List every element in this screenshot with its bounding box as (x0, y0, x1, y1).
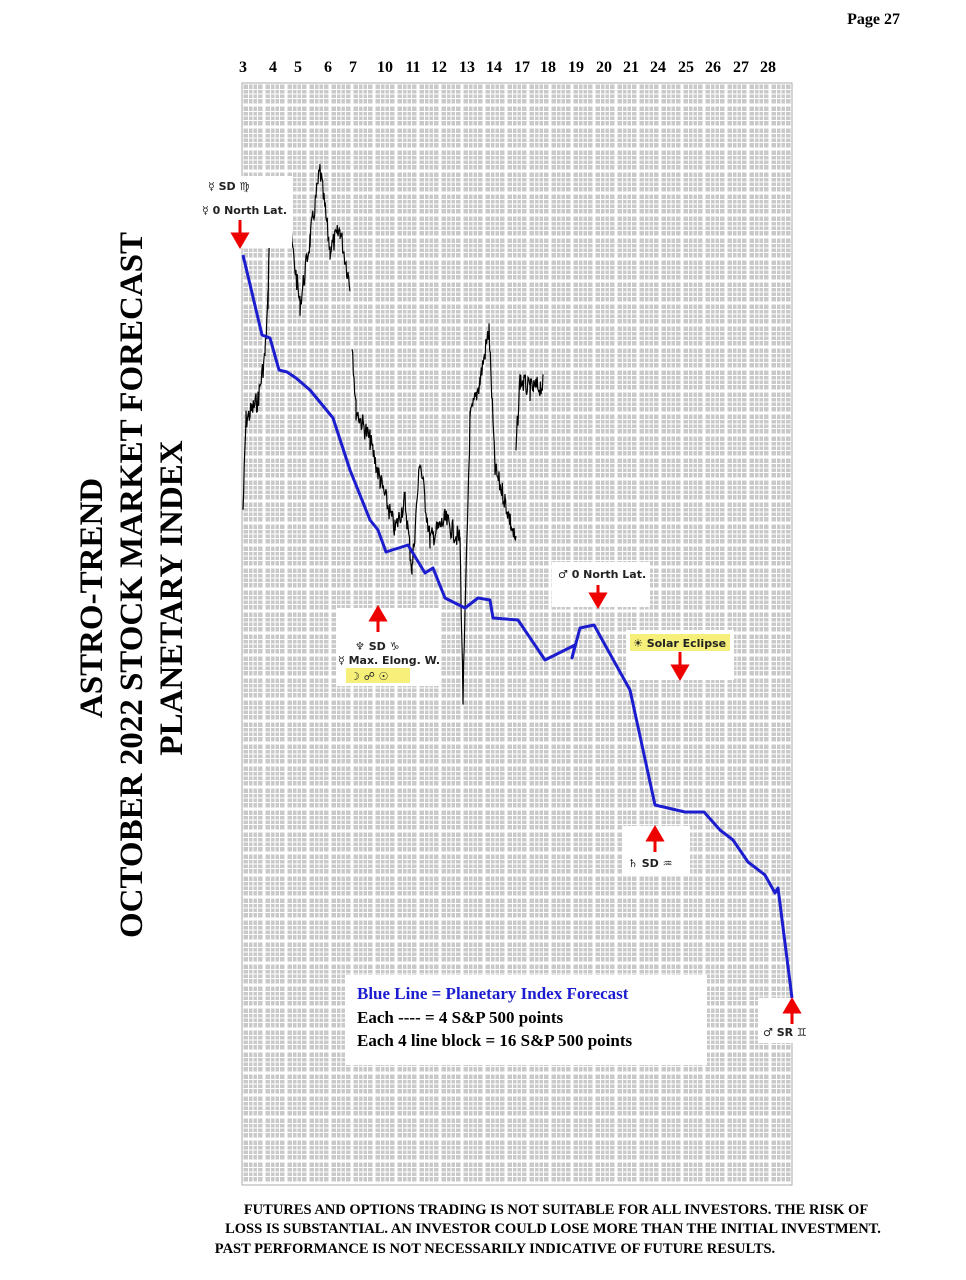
date-label: 13 (459, 59, 475, 76)
legend-text: Each ---- = 4 S&P 500 points (357, 1008, 564, 1027)
date-label: 11 (405, 59, 420, 76)
annotation: ☀ Solar Eclipse (633, 637, 726, 650)
disclaimer: FUTURES AND OPTIONS TRADING IS NOT SUITA… (215, 1202, 881, 1257)
date-label: 21 (623, 59, 639, 76)
date-label: 3 (239, 59, 247, 76)
date-label: 12 (431, 59, 447, 76)
date-label: 20 (596, 59, 612, 76)
legend-text: Each 4 line block = 16 S&P 500 points (357, 1031, 633, 1050)
arrows (230, 220, 802, 1024)
date-label: 25 (678, 59, 694, 76)
annotation: ♂ SR ♊ (763, 1026, 807, 1039)
date-label: 6 (324, 59, 332, 76)
legend-box (345, 975, 707, 1065)
price-line (242, 164, 544, 705)
annotation: ☿ SD ♍ (208, 180, 249, 193)
date-label: 17 (514, 59, 530, 76)
date-label: 14 (486, 59, 502, 76)
title-line: PLANETARY INDEX (154, 440, 190, 755)
highlight (630, 634, 730, 651)
date-label: 26 (705, 59, 721, 76)
annotation: ☿ Max. Elong. W. (338, 654, 440, 667)
date-label: 18 (540, 59, 556, 76)
highlight (346, 668, 410, 683)
title: ASTRO-TREND OCTOBER 2022 STOCK MARKET FO… (74, 232, 190, 938)
annotation: ♆ SD ♑ (355, 640, 399, 653)
forecast-line (241, 254, 794, 999)
date-label: 10 (377, 59, 393, 76)
date-label: 4 (269, 59, 277, 76)
page-number: Page 27 (847, 11, 900, 28)
disclaimer-line: PAST PERFORMANCE IS NOT NECESSARILY INDI… (215, 1241, 775, 1257)
date-labels: 3 4 5 6 7 10 11 12 13 14 17 18 19 20 21 24 25 26 27 28 (239, 59, 776, 76)
disclaimer-line: FUTURES AND OPTIONS TRADING IS NOT SUITA… (244, 1202, 868, 1218)
date-label: 5 (294, 59, 302, 76)
legend-text: Blue Line = Planetary Index Forecast (357, 984, 629, 1003)
date-label: 24 (650, 59, 666, 76)
title-line: OCTOBER 2022 STOCK MARKET FORECAST (114, 232, 150, 938)
annotation: ♂ 0 North Lat. (558, 568, 646, 581)
date-label: 19 (568, 59, 584, 76)
annotation: ♄ SD ♒ (628, 857, 672, 870)
date-label: 27 (733, 59, 749, 76)
annotation: ☿ 0 North Lat. (202, 204, 287, 217)
annotation: ☽ ☍ ☉ (350, 670, 389, 683)
date-label: 7 (349, 59, 357, 76)
date-label: 28 (760, 59, 776, 76)
disclaimer-line: LOSS IS SUBSTANTIAL. AN INVESTOR COULD L… (225, 1221, 881, 1237)
title-line: ASTRO-TREND (74, 478, 110, 718)
